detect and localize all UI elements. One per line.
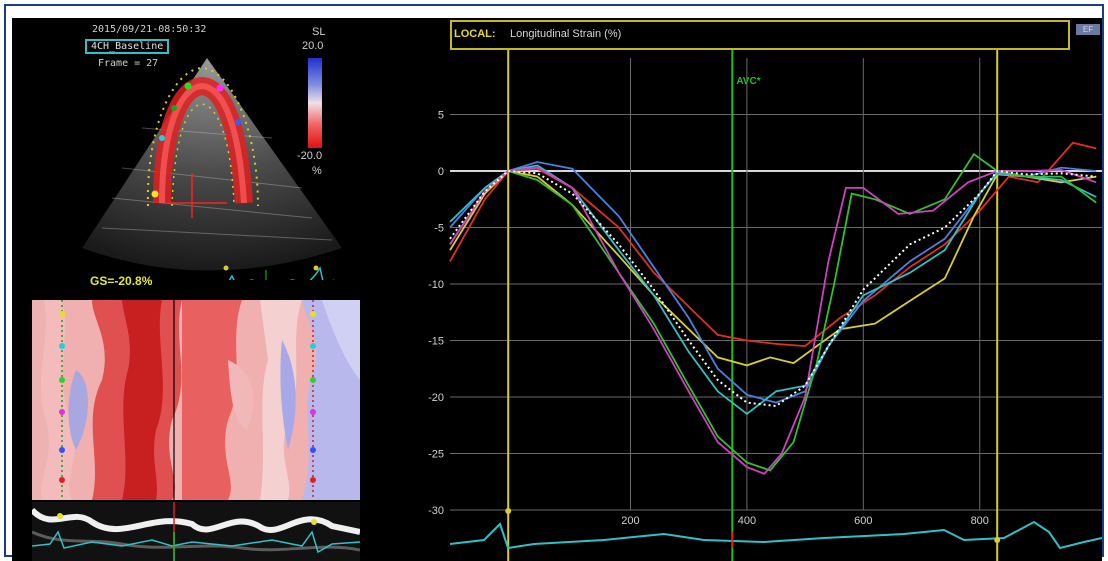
y-tick-label: 5: [438, 110, 444, 122]
x-tick-label: 200: [621, 515, 639, 527]
global-strain-value: GS=-20.8%: [90, 274, 153, 288]
echo-image: [82, 58, 342, 292]
x-tick-label: 400: [738, 515, 756, 527]
strain-color-map[interactable]: [32, 300, 360, 500]
y-tick-label: -25: [428, 449, 444, 461]
scale-max-label: 20.0: [302, 40, 324, 52]
scale-unit: %: [312, 165, 322, 177]
chart-header-prefix: LOCAL:: [454, 28, 496, 40]
y-tick-label: 0: [438, 166, 444, 178]
ef-corner-button[interactable]: EF: [1076, 24, 1100, 35]
strain-curve-green[interactable]: [449, 152, 1097, 472]
ultrasound-sector: [82, 58, 342, 271]
event-marker-label: AVC*: [736, 76, 760, 87]
echo-image-panel[interactable]: 2015/09/21-08:50:32 4CH_Baseline Frame =…: [12, 18, 358, 292]
ecg-marker-dot: [994, 537, 1001, 543]
strain-curve-magenta[interactable]: [449, 166, 1097, 475]
chart-header-bar: [450, 20, 1070, 50]
endocardial-border: [171, 103, 235, 207]
echo-workstation-screen: 2015/09/21-08:50:32 4CH_Baseline Frame =…: [12, 18, 1102, 561]
strain-curve-blue[interactable]: [449, 161, 1097, 404]
y-tick-label: -10: [428, 279, 444, 291]
x-tick-label: 800: [971, 515, 989, 527]
strain-curve-cyan[interactable]: [449, 164, 1097, 416]
x-tick-label: 600: [854, 515, 872, 527]
scale-title: SL: [312, 26, 326, 38]
view-label[interactable]: 4CH_Baseline: [85, 39, 170, 54]
strain-color-scale: [308, 58, 322, 148]
mmode-ecg-strip[interactable]: [32, 502, 360, 561]
strain-chart[interactable]: 5 0 -5 -10 -15 -20 -25 -30 200 400 600 800 AVC*: [404, 18, 1102, 561]
ecg-trace: [449, 520, 1102, 550]
chart-header-title: Longitudinal Strain (%): [510, 28, 622, 40]
timestamp: 2015/09/21-08:50:32: [92, 24, 207, 35]
y-tick-label: -15: [428, 336, 444, 348]
y-tick-label: -20: [428, 392, 444, 404]
strain-curve-yellow[interactable]: [449, 170, 1097, 367]
strain-chart-panel[interactable]: 5 0 -5 -10 -15 -20 -25 -30 200 400 600 800 AVC* LOCA…: [404, 18, 1102, 561]
ecg-marker-dot: [505, 508, 512, 514]
y-tick-label: -30: [428, 505, 444, 517]
frame-counter: Frame = 27: [98, 58, 159, 69]
scale-min-label: -20.0: [297, 150, 323, 162]
strain-curve-avg[interactable]: [449, 169, 1097, 408]
y-tick-label: -5: [434, 223, 444, 235]
